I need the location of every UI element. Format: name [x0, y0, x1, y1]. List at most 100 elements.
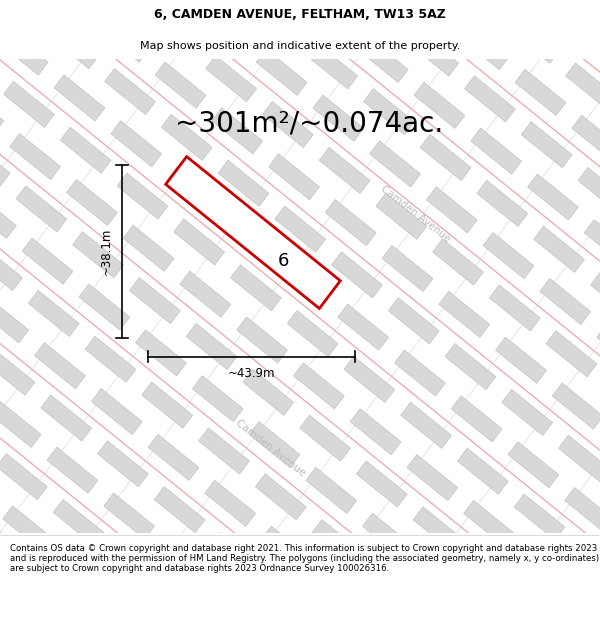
Bar	[161, 114, 212, 161]
Bar	[136, 330, 187, 376]
Bar	[382, 246, 433, 292]
Bar	[48, 22, 99, 69]
Bar	[483, 232, 534, 279]
Bar	[527, 174, 578, 220]
Bar	[193, 376, 243, 422]
Bar	[414, 82, 465, 128]
Bar	[98, 441, 148, 487]
Bar	[149, 10, 200, 56]
Bar	[0, 297, 29, 343]
Bar	[312, 519, 363, 566]
Text: Contains OS data © Crown copyright and database right 2021. This information is : Contains OS data © Crown copyright and d…	[10, 544, 599, 573]
Bar	[470, 552, 521, 599]
Text: Camden Avenue: Camden Avenue	[378, 184, 452, 244]
Bar	[174, 219, 224, 265]
Bar	[344, 356, 395, 402]
Bar	[4, 81, 55, 127]
Bar	[0, 564, 9, 611]
Bar	[67, 179, 118, 226]
Bar	[521, 122, 572, 168]
Bar	[590, 272, 600, 318]
Bar	[224, 213, 275, 259]
Bar	[0, 140, 10, 186]
Bar	[117, 173, 168, 219]
Bar	[53, 499, 104, 546]
Bar	[565, 488, 600, 534]
Bar	[572, 115, 600, 161]
Bar	[110, 545, 161, 591]
Bar	[0, 349, 35, 395]
Bar	[249, 421, 300, 468]
Bar	[237, 317, 287, 363]
Bar	[35, 342, 85, 389]
Bar	[243, 369, 294, 416]
Bar	[250, 0, 301, 43]
Bar	[262, 101, 313, 148]
Bar	[230, 264, 281, 311]
Bar	[269, 154, 319, 200]
Bar	[477, 181, 528, 226]
Bar	[464, 76, 515, 122]
Bar	[502, 389, 553, 436]
Text: 6: 6	[277, 253, 289, 271]
Bar	[148, 434, 199, 481]
Bar	[596, 324, 600, 371]
Bar	[584, 220, 600, 266]
Bar	[91, 389, 142, 434]
Bar	[508, 442, 559, 488]
Bar	[41, 395, 92, 441]
Bar	[471, 128, 521, 174]
Bar	[79, 284, 130, 330]
Bar	[199, 3, 250, 49]
Bar	[408, 30, 458, 76]
Bar	[160, 539, 211, 585]
Bar	[256, 49, 307, 96]
Bar	[313, 95, 364, 141]
Bar	[439, 291, 490, 338]
Bar	[59, 552, 110, 598]
Bar	[520, 546, 571, 592]
Bar	[155, 62, 206, 108]
Bar	[293, 362, 344, 409]
Text: Map shows position and indicative extent of the property.: Map shows position and indicative extent…	[140, 41, 460, 51]
Bar	[427, 187, 477, 233]
Bar	[553, 383, 600, 429]
Bar	[395, 350, 445, 396]
Bar	[111, 121, 161, 167]
Bar	[578, 168, 600, 214]
Bar	[566, 63, 600, 109]
Bar	[357, 36, 408, 82]
Bar	[0, 0, 42, 23]
Bar	[104, 493, 155, 539]
Text: Camden Avenue: Camden Avenue	[233, 418, 307, 478]
Bar	[514, 494, 565, 540]
Bar	[130, 278, 180, 324]
Bar	[464, 501, 514, 546]
Bar	[9, 558, 59, 604]
Bar	[571, 540, 600, 586]
Bar	[104, 69, 155, 114]
Bar	[73, 232, 124, 278]
Bar	[407, 454, 458, 501]
Bar	[218, 160, 269, 206]
Bar	[401, 0, 452, 24]
Bar	[401, 402, 452, 448]
Bar	[0, 401, 41, 448]
Bar	[142, 382, 193, 428]
Bar	[0, 454, 47, 500]
Bar	[10, 134, 61, 180]
Bar	[546, 331, 597, 377]
Bar	[332, 252, 382, 298]
Bar	[376, 193, 427, 239]
Bar	[211, 532, 262, 579]
Bar	[0, 29, 48, 75]
Bar	[16, 186, 67, 232]
Bar	[212, 108, 263, 154]
Bar	[54, 75, 105, 121]
Bar	[433, 239, 484, 285]
Bar	[413, 507, 464, 553]
Bar	[445, 344, 496, 390]
Bar	[154, 487, 205, 532]
Bar	[262, 526, 313, 572]
Bar	[2, 506, 53, 552]
